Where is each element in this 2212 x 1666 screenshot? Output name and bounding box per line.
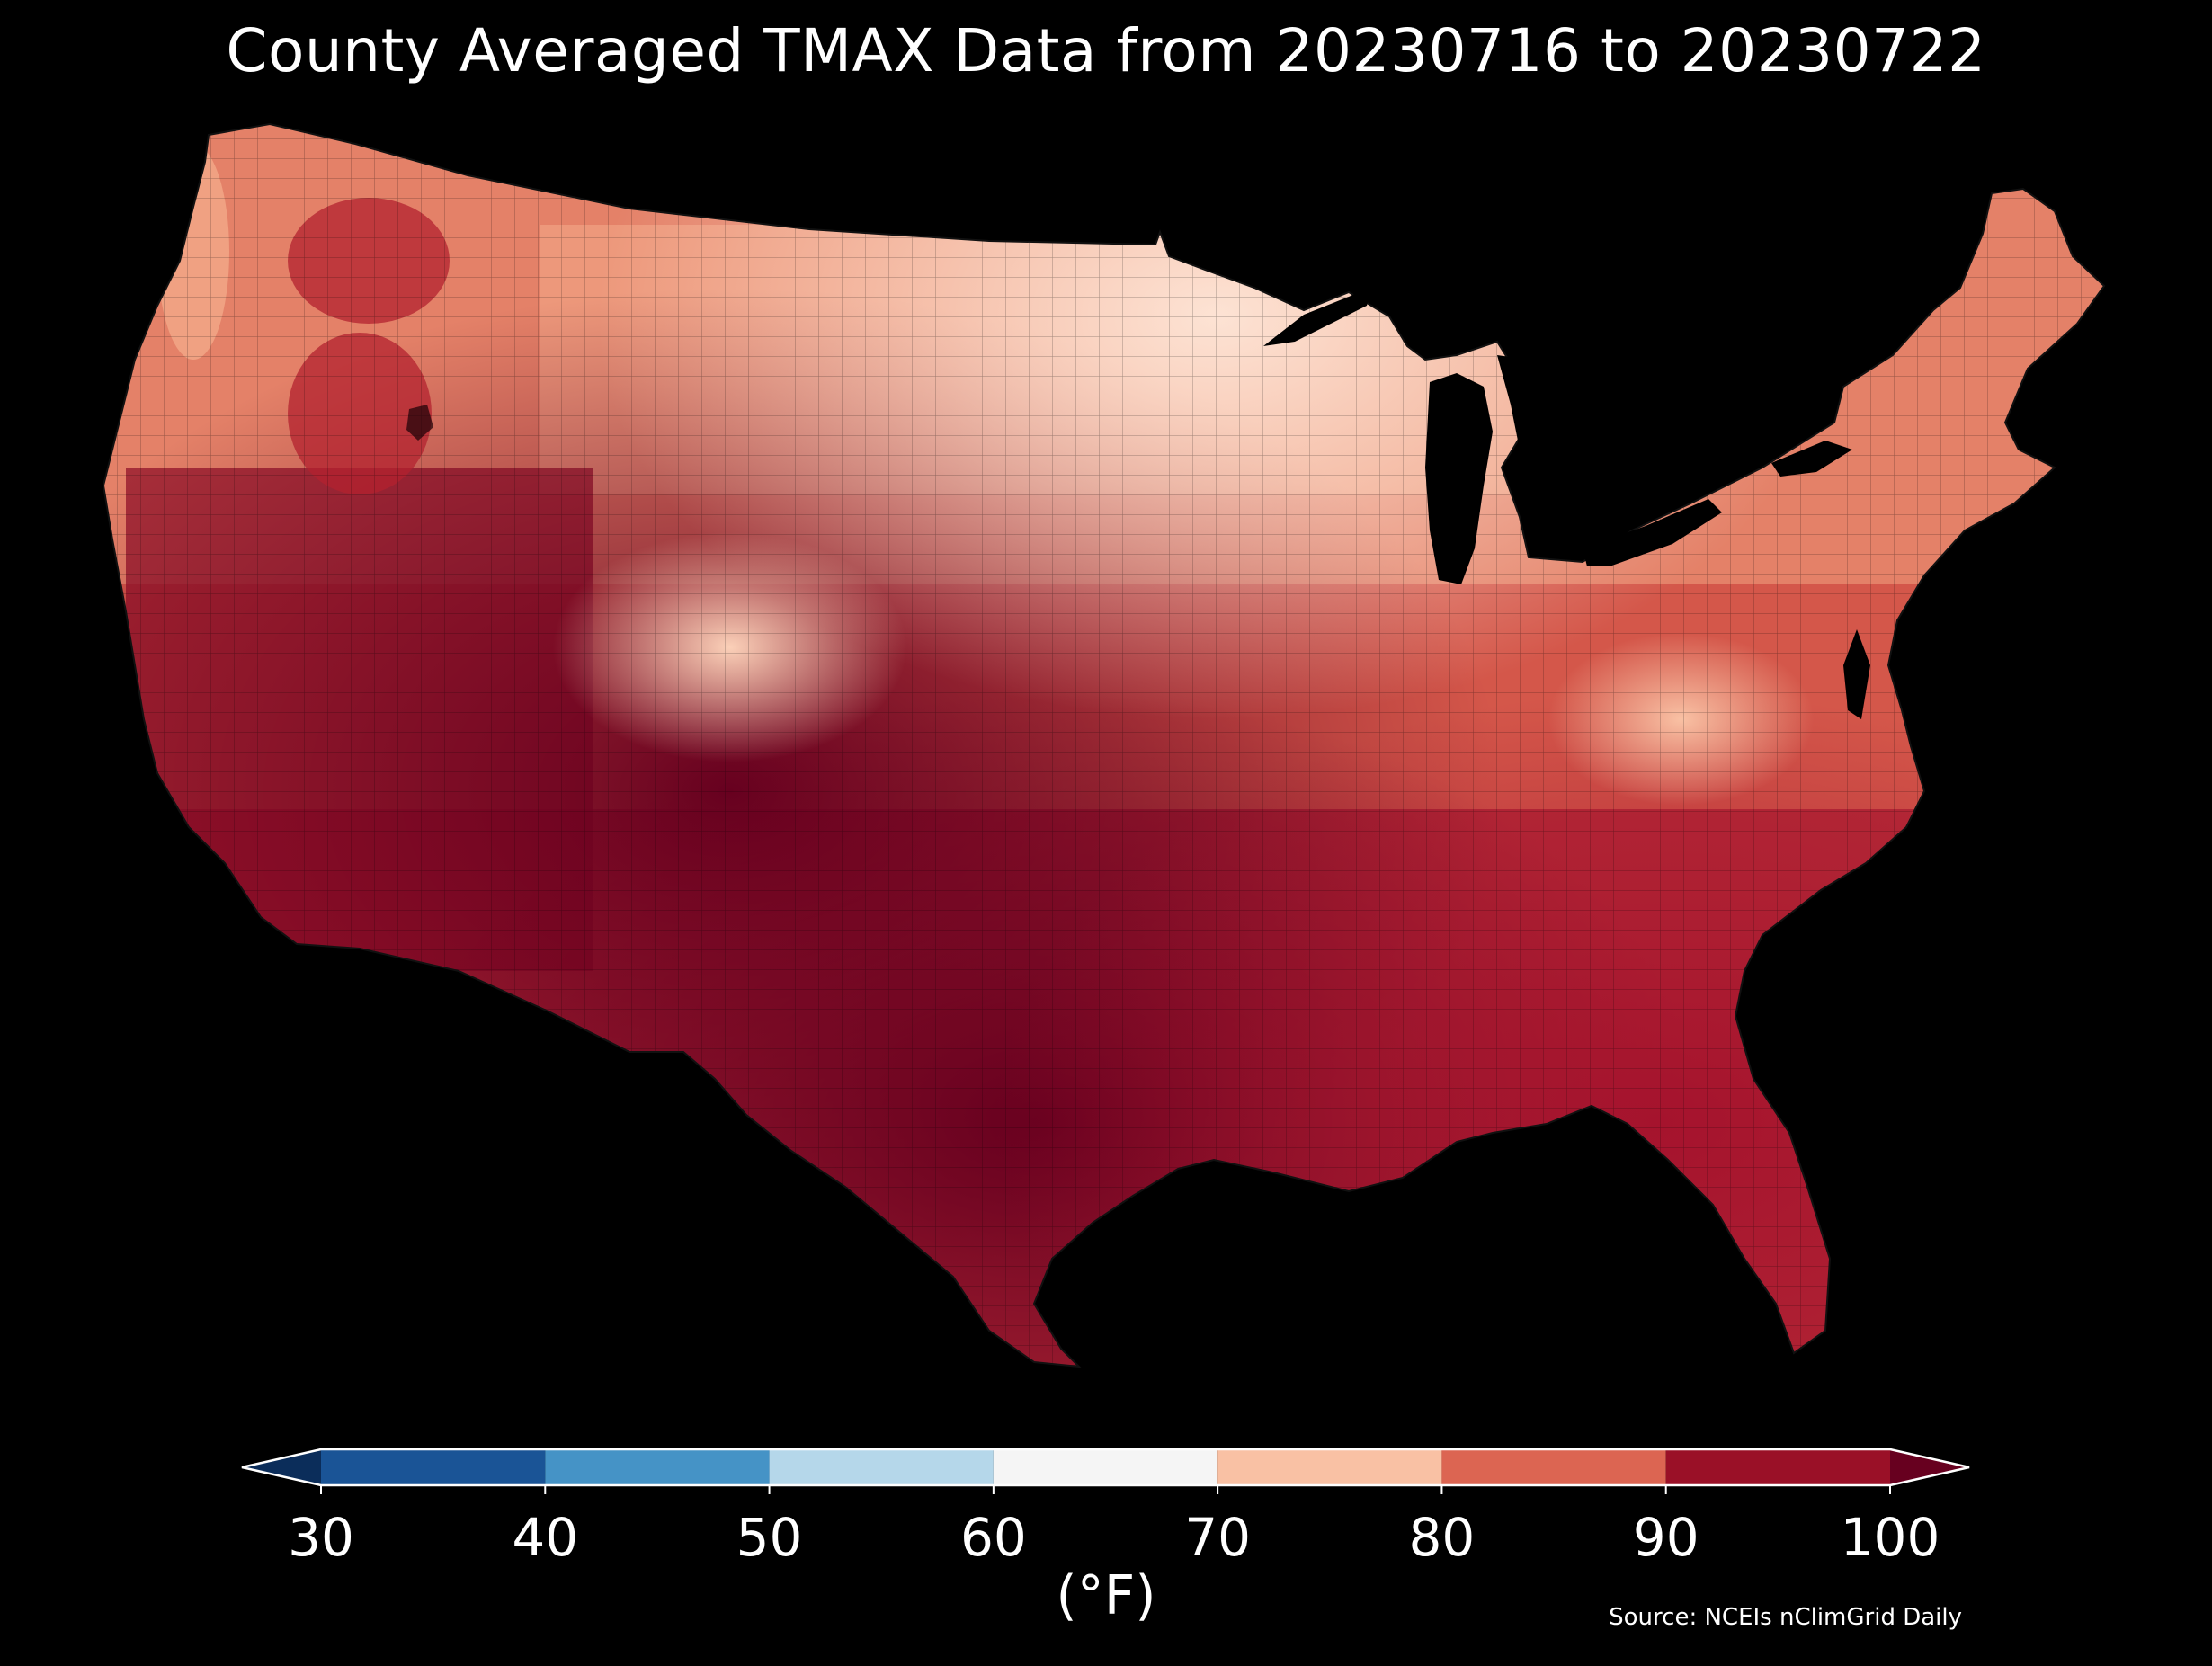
colorbar-unit-label: (°F) — [1056, 1564, 1156, 1627]
colorbar-extend-min — [242, 1449, 321, 1485]
colorbar-bin-70-80 — [1217, 1449, 1442, 1485]
colorbar-tick-label: 50 — [736, 1507, 803, 1568]
colorbar-extend-max — [1890, 1449, 1969, 1485]
colorbar-bin-40-50 — [545, 1449, 770, 1485]
colorbar-tick-label: 100 — [1841, 1507, 1940, 1568]
colorbar-tick-label: 30 — [288, 1507, 354, 1568]
colorbar-tick-label: 40 — [512, 1507, 578, 1568]
colorbar-tick-label: 60 — [960, 1507, 1027, 1568]
colorbar-tick-label: 90 — [1633, 1507, 1699, 1568]
colorbar-bin-90-100 — [1665, 1449, 1890, 1485]
colorbar-bin-30-40 — [321, 1449, 546, 1485]
great-lakes — [1263, 286, 1870, 719]
page-title: County Averaged TMAX Data from 20230716 … — [226, 16, 1986, 85]
colorbar-bin-80-90 — [1441, 1449, 1666, 1485]
colorbar-tick-label: 80 — [1409, 1507, 1476, 1568]
source-note: Source: NCEIs nClimGrid Daily — [1609, 1604, 1962, 1631]
colorbar-tick-label: 70 — [1184, 1507, 1251, 1568]
colorbar-bin-50-60 — [769, 1449, 994, 1485]
colorbar-bin-60-70 — [993, 1449, 1218, 1485]
us-county-tmax-map — [103, 123, 2105, 1368]
